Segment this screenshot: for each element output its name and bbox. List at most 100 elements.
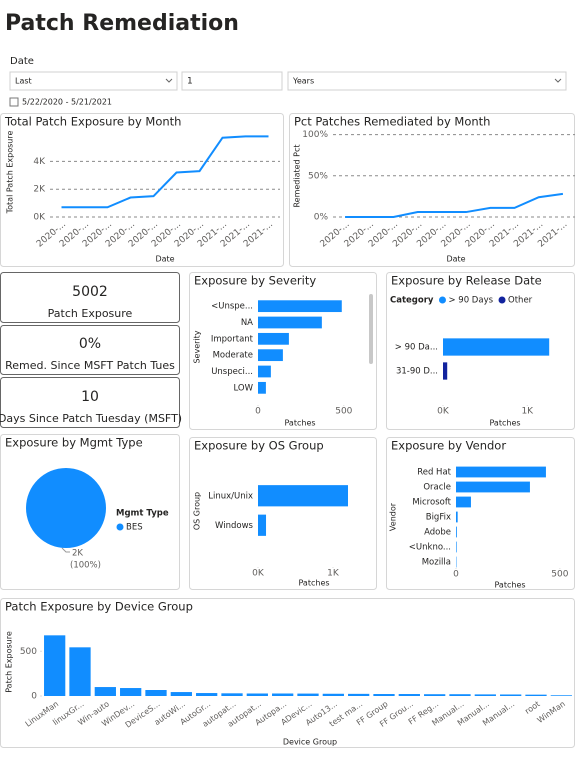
bar [456,466,546,478]
y-tick-label: <Unkno... [409,543,451,553]
legend-marker [116,523,124,531]
card [0,377,180,428]
card-label: Patch Exposure [48,307,133,320]
x-axis-title: Date [446,255,465,264]
card-label: Remed. Since MSFT Patch Tues [5,359,175,372]
y-tick-label: 500 [20,647,37,657]
chart-title: Exposure by OS Group [194,439,324,453]
bar [474,694,496,696]
bar [258,381,266,394]
card-value: 5002 [72,284,108,300]
x-tick-label: 0 [255,407,261,417]
bar [94,687,116,696]
bar [500,694,522,696]
count-value: 1 [187,77,193,87]
chart-panel [289,113,575,267]
bar [297,693,319,696]
bar [456,481,530,493]
bar [456,496,471,508]
unit-dropdown[interactable] [287,71,567,91]
card-value: 0% [79,336,101,352]
y-tick-label: 4K [33,157,46,167]
y-tick-label: 0 [31,692,37,702]
bar [322,693,344,696]
y-tick-label: Linux/Unix [208,491,253,501]
bar [44,635,66,696]
chart-title: Total Patch Exposure by Month [4,115,181,129]
bar [456,541,457,553]
bar [456,511,458,523]
legend-label: > 90 Days [448,296,493,306]
mode-value: Last [15,77,32,86]
line [61,135,269,209]
y-tick-label: > 90 Da... [395,343,438,353]
bar [258,332,289,345]
y-axis-title: Severity [193,330,202,363]
date-range: 5/22/2020 - 5/21/2021 [22,98,112,107]
y-tick-label: BigFix [426,513,451,523]
y-axis-title: Patch Exposure [5,631,14,693]
legend-label: Other [508,296,533,306]
x-axis-title: Patches [494,581,525,590]
legend-title: Category [390,296,434,306]
y-tick-label: Oracle [423,483,451,493]
bar [398,694,420,696]
y-tick-label: Mozilla [422,558,451,568]
bar [272,693,294,696]
scrollbar [369,294,373,364]
legend-marker [498,296,506,304]
y-tick-label: 31-90 D... [396,367,438,377]
chart-title: Exposure by Release Date [391,274,542,288]
y-tick-label: 0% [314,213,329,223]
y-tick-label: Adobe [424,528,451,538]
y-tick-label: Microsoft [412,498,451,508]
y-axis-title: Remediated Pct [293,144,302,207]
bar [348,693,370,696]
y-tick-label: Windows [215,521,254,531]
y-tick-label: <Unspe... [211,302,253,312]
bar [443,362,448,380]
chart-panel [386,437,575,590]
bar [525,694,547,696]
filter-label: Date [10,56,34,67]
y-tick-label: 2K [33,185,46,195]
y-tick-label: Important [211,334,254,344]
bar [145,690,167,696]
y-tick-label: Moderate [213,351,253,361]
chart-title: Exposure by Mgmt Type [5,436,143,450]
bar [373,694,395,696]
bar [550,695,572,696]
legend-label: BES [126,523,143,533]
y-tick-label: 0K [33,213,46,223]
card [0,325,180,375]
bar [443,338,550,356]
bar [170,692,192,696]
chart-title: Patch Exposure by Device Group [5,600,193,614]
mode-dropdown[interactable] [9,71,178,91]
y-tick-label: LOW [233,383,253,393]
y-tick-label: Unspeci... [211,367,253,377]
x-tick-label: 500 [551,570,568,580]
card-label: Days Since Patch Tuesday (MSFT) [0,412,182,425]
bar [69,647,91,696]
y-tick-label: NA [241,318,253,328]
line [345,192,564,218]
card [0,272,180,323]
x-tick-label: 0 [453,570,459,580]
chart-title: Exposure by Vendor [391,439,506,453]
count-input[interactable] [181,71,283,91]
x-axis-title: Date [155,255,174,264]
bar [258,300,342,313]
legend-title: Mgmt Type [116,509,169,519]
y-tick-label: 50% [308,171,328,181]
y-axis-title: OS Group [193,492,202,530]
chart-title: Pct Patches Remediated by Month [294,115,490,129]
chart-panel [0,598,575,748]
chart-panel [189,437,377,590]
y-tick-label: Red Hat [417,468,451,478]
unit-value: Years [292,77,314,86]
bar [258,514,267,536]
bar [196,693,218,696]
bar [258,316,322,329]
